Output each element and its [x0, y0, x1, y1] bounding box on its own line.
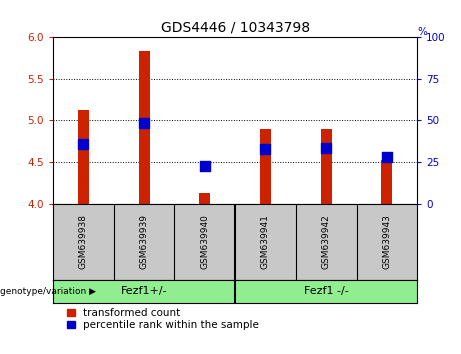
Point	[262, 147, 269, 152]
Bar	[139, 51, 149, 204]
Text: GSM639939: GSM639939	[140, 214, 148, 269]
Bar	[199, 193, 210, 204]
Point	[383, 154, 390, 160]
Point	[322, 145, 330, 151]
Text: GSM639940: GSM639940	[200, 214, 209, 269]
Text: Fezf1+/-: Fezf1+/-	[121, 286, 167, 296]
Text: GSM639941: GSM639941	[261, 214, 270, 269]
Text: Fezf1 -/-: Fezf1 -/-	[304, 286, 349, 296]
Bar	[260, 129, 271, 204]
Point	[80, 141, 87, 147]
Point	[140, 120, 148, 126]
Text: GSM639943: GSM639943	[382, 214, 391, 269]
Text: genotype/variation ▶: genotype/variation ▶	[0, 287, 96, 296]
Text: %: %	[417, 27, 427, 37]
Bar	[78, 110, 89, 204]
Bar	[321, 129, 331, 204]
Title: GDS4446 / 10343798: GDS4446 / 10343798	[160, 21, 310, 35]
Legend: transformed count, percentile rank within the sample: transformed count, percentile rank withi…	[67, 308, 259, 330]
Text: GSM639942: GSM639942	[322, 214, 331, 269]
Point	[201, 163, 208, 169]
Bar	[381, 160, 392, 204]
Text: GSM639938: GSM639938	[79, 214, 88, 269]
